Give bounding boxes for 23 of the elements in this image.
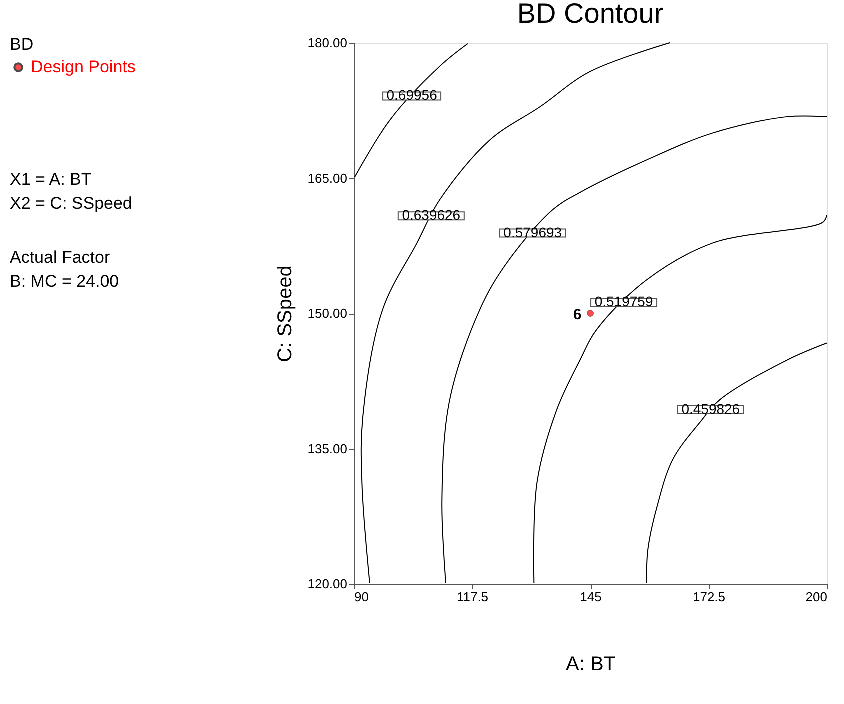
x-tick-label: 90 — [354, 590, 369, 604]
chart-title: BD Contour — [517, 0, 664, 29]
y-tick-label: 150.00 — [308, 306, 348, 321]
legend-label: Design Points — [31, 58, 136, 76]
y-tick-label: 135.00 — [308, 441, 348, 456]
legend-title: BD — [10, 35, 34, 54]
annotation: 6 — [573, 306, 582, 324]
x-tick-label: 117.5 — [456, 590, 489, 604]
line-series — [646, 342, 828, 584]
line-series — [360, 42, 671, 584]
text: X2 = C: SSpeed — [10, 194, 132, 213]
y-axis-title: C: SSpeed — [274, 266, 297, 362]
x-axis-title: A: BT — [566, 654, 616, 676]
x-tick-label: 145 — [580, 590, 602, 604]
y-tick-label: 180.00 — [308, 36, 348, 50]
x-tick-label: 200 — [806, 590, 828, 604]
y-tick-label: 165.00 — [308, 170, 348, 186]
text: X1 = A: BT — [10, 170, 92, 189]
y-tick-label: 120.00 — [308, 576, 348, 592]
x-tick-label: 172.5 — [692, 590, 726, 604]
line-series — [354, 43, 468, 178]
text: Actual Factor — [10, 248, 110, 267]
text: B: MC = 24.00 — [10, 272, 120, 291]
